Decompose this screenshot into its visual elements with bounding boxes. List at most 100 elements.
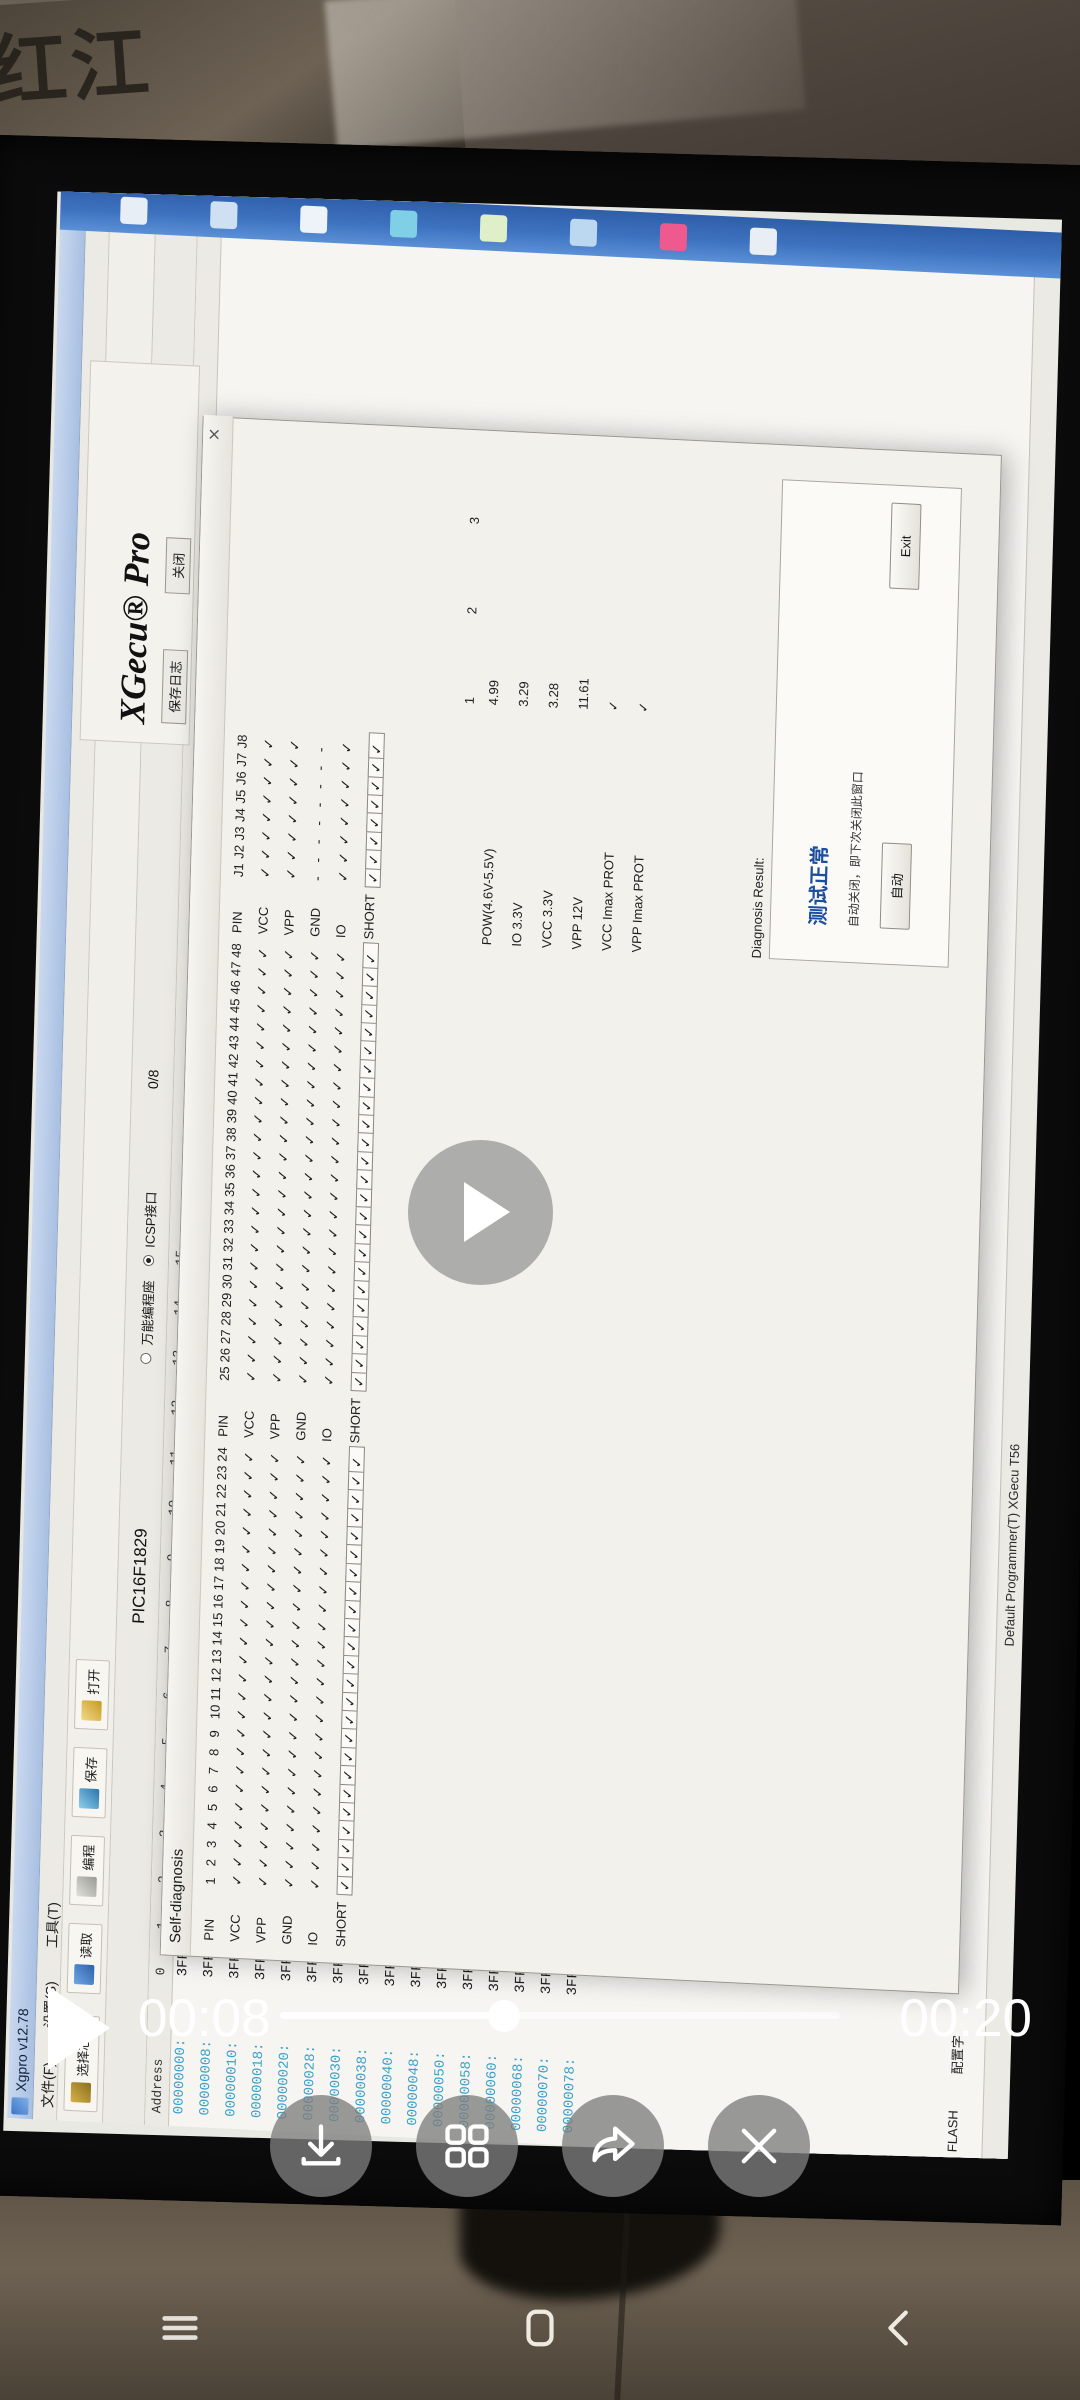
progress-scrubber[interactable] (280, 2000, 840, 2032)
pin-check: ✓ (309, 1767, 326, 1780)
monitor-screen: Xgpro v12.78 文件(F) 设置(S) 工具(T) 选择芯片 (3, 191, 1063, 2159)
share-button[interactable] (562, 2095, 664, 2197)
pin-check: ✓ (314, 1583, 331, 1596)
mode-option-icsp[interactable]: ICSP接口 (138, 1191, 159, 1267)
pin-check: ✓ (310, 1730, 327, 1743)
toolbar-open-label: 打开 (84, 1668, 101, 1696)
auto-button[interactable]: 自动 (879, 842, 912, 930)
pin-number: 42 (225, 1053, 241, 1069)
play-icon[interactable] (48, 1986, 110, 2070)
video-action-bar (0, 2095, 1080, 2240)
pin-number: 26 (216, 1347, 233, 1363)
pin-check: ✓ (265, 1452, 283, 1465)
pin-number: 22 (212, 1483, 229, 1499)
short-check: ✓ (346, 1492, 364, 1506)
short-check: ✓ (366, 797, 383, 811)
pin-number: 6 (204, 1785, 220, 1794)
pin-number: 25 (216, 1365, 232, 1382)
pin-check: ✓ (257, 811, 275, 824)
recents-button[interactable] (120, 2283, 240, 2373)
pin-check: ✓ (310, 1712, 328, 1725)
short-check: ✓ (341, 1695, 358, 1708)
taskbar-icon-app1[interactable] (209, 200, 238, 230)
close-button[interactable] (708, 2095, 810, 2197)
pin-check: ✓ (283, 812, 301, 825)
pin-check: ✓ (242, 1351, 260, 1365)
toolbar-open[interactable]: 打开 (73, 1658, 110, 1731)
pin-check: ✓ (259, 1672, 277, 1686)
short-check: ✓ (356, 1136, 374, 1149)
current-time: 00:08 (138, 1989, 271, 2048)
pin-col-header: IO (304, 1931, 320, 1947)
monitor-bezel: Xgpro v12.78 文件(F) 设置(S) 工具(T) 选择芯片 (0, 134, 1080, 2226)
pin-check: ✓ (231, 1745, 249, 1758)
carton-text: 红江 (0, 17, 156, 119)
pin-check: ✓ (258, 792, 275, 806)
voltage-name: VCC Imax PROT (598, 851, 617, 952)
pin-check: ✓ (289, 1545, 306, 1558)
back-button[interactable] (840, 2283, 960, 2373)
pin-check: ✓ (296, 1298, 313, 1312)
pin-check: ✓ (274, 1150, 291, 1164)
taskbar-icon-app5[interactable] (569, 218, 597, 247)
progress-knob[interactable] (488, 2000, 520, 2032)
pin-check: ✓ (249, 1112, 266, 1126)
pin-check: ✓ (262, 1562, 280, 1575)
pin-check: ✓ (299, 1170, 317, 1183)
pin-check: ✓ (327, 1097, 345, 1111)
pin-check: ✓ (288, 1582, 305, 1595)
short-check: ✓ (365, 816, 383, 829)
pin-check: ✓ (256, 866, 273, 879)
mode-option-socket[interactable]: 万能编程座 (136, 1280, 157, 1365)
pin-check: ✓ (311, 1675, 329, 1688)
pin-check: ✓ (287, 1600, 305, 1613)
pin-check: ✓ (285, 1692, 302, 1705)
pin-check: ✓ (330, 1005, 347, 1019)
close-log-button[interactable]: 关闭 (164, 537, 191, 595)
pin-check: ✓ (283, 830, 300, 844)
pin-check: ✓ (250, 1057, 268, 1070)
pin-check: ✓ (247, 1167, 265, 1181)
menu-tools[interactable]: 工具(T) (43, 1901, 61, 1949)
voltage-col-header: 1 (461, 696, 477, 705)
short-check: ✓ (340, 1713, 358, 1727)
pin-number: 9 (206, 1729, 222, 1738)
pin-check: ✓ (320, 1355, 338, 1368)
pin-check: ✓ (300, 1151, 317, 1165)
pin-check: ✓ (257, 1746, 275, 1759)
home-button[interactable] (480, 2283, 600, 2373)
grid-button[interactable] (416, 2095, 518, 2197)
close-icon[interactable] (206, 423, 229, 446)
pin-check: ✓ (274, 1132, 292, 1145)
taskbar-icon-app7[interactable] (748, 227, 777, 256)
video-controls: 00:08 00:20 (0, 1950, 1080, 2110)
pin-check: ✓ (304, 986, 322, 999)
taskbar-icon-app4[interactable] (479, 214, 507, 243)
save-log-button[interactable]: 保存日志 (160, 649, 188, 725)
pin-check: ✓ (264, 1488, 282, 1502)
video-play-overlay-button[interactable] (408, 1140, 553, 1285)
taskbar-icon-explorer[interactable] (119, 196, 148, 225)
short-check: ✓ (344, 1584, 361, 1598)
toolbar-program[interactable]: 编程 (68, 1834, 105, 1907)
voltage-name: VPP 12V (568, 896, 585, 950)
toolbar-save[interactable]: 保存 (71, 1746, 107, 1819)
pin-number: J8 (233, 734, 250, 749)
short-check: ✓ (357, 1117, 374, 1131)
pin-check: ✓ (248, 1149, 265, 1162)
voltage-col-header: 2 (463, 606, 479, 615)
download-button[interactable] (270, 2095, 372, 2197)
exit-button[interactable]: Exit (888, 502, 922, 590)
pin-check: ✓ (268, 1371, 285, 1384)
pin-col-header: PIN (228, 910, 245, 934)
diagnosis-result-box (768, 479, 962, 968)
taskbar-icon-app3[interactable] (389, 209, 418, 239)
short-check: ✓ (345, 1548, 362, 1561)
pin-number: 41 (224, 1071, 240, 1087)
taskbar-icon-app6[interactable] (659, 222, 687, 252)
taskbar-icon-app2[interactable] (299, 205, 328, 234)
pin-number: 29 (218, 1292, 234, 1308)
pin-check: ✓ (302, 1078, 319, 1091)
pin-col-header: VCC (254, 906, 271, 935)
pin-check: ✓ (290, 1490, 308, 1503)
